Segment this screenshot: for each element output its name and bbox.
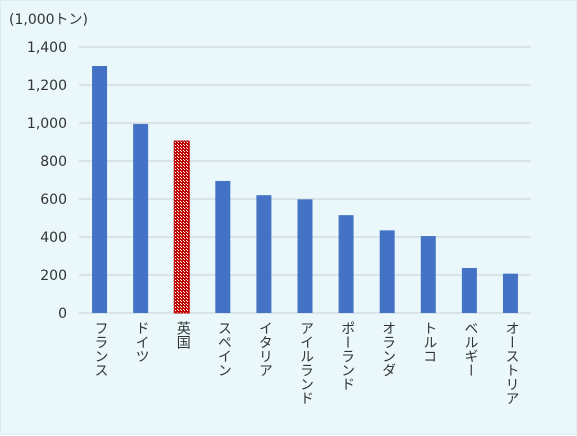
y-tick-label: 1,400 — [27, 40, 67, 56]
bar — [215, 180, 231, 313]
x-category-label: オーストリア — [503, 321, 520, 405]
bar — [502, 273, 518, 313]
bars — [92, 66, 518, 314]
bar — [297, 199, 313, 313]
y-tick-label: 0 — [58, 306, 67, 322]
x-category-label: ベルギー — [462, 321, 479, 377]
x-category-label: ポーランド — [339, 321, 356, 391]
bar-highlighted — [173, 140, 190, 314]
y-tick-label: 1,200 — [27, 78, 67, 94]
x-category-label: トルコ — [421, 321, 438, 363]
y-tick-label: 400 — [40, 230, 67, 246]
bar — [133, 123, 149, 313]
bar — [461, 267, 477, 313]
bar — [92, 66, 108, 313]
y-tick-label: 600 — [40, 192, 67, 208]
y-tick-label: 200 — [40, 268, 67, 284]
x-category-label: フランス — [92, 321, 109, 377]
y-tick-label: 1,000 — [27, 116, 67, 132]
x-category-label: アイルランド — [298, 321, 314, 405]
bar — [420, 236, 436, 313]
bar — [256, 195, 272, 313]
x-category-label: 英国 — [174, 321, 191, 349]
bar — [338, 215, 354, 313]
y-axis-unit-label: (1,000トン) — [9, 12, 89, 28]
x-category-label: イタリア — [256, 321, 273, 377]
y-tick-label: 800 — [40, 154, 67, 170]
bar — [379, 230, 395, 313]
y-axis-tick-labels: 0 200 400 600 800 1,000 1,200 1,400 — [27, 40, 67, 322]
x-category-label: ドイツ — [133, 321, 150, 363]
x-category-label: スペイン — [215, 321, 232, 377]
x-category-label: オランダ — [380, 321, 397, 377]
